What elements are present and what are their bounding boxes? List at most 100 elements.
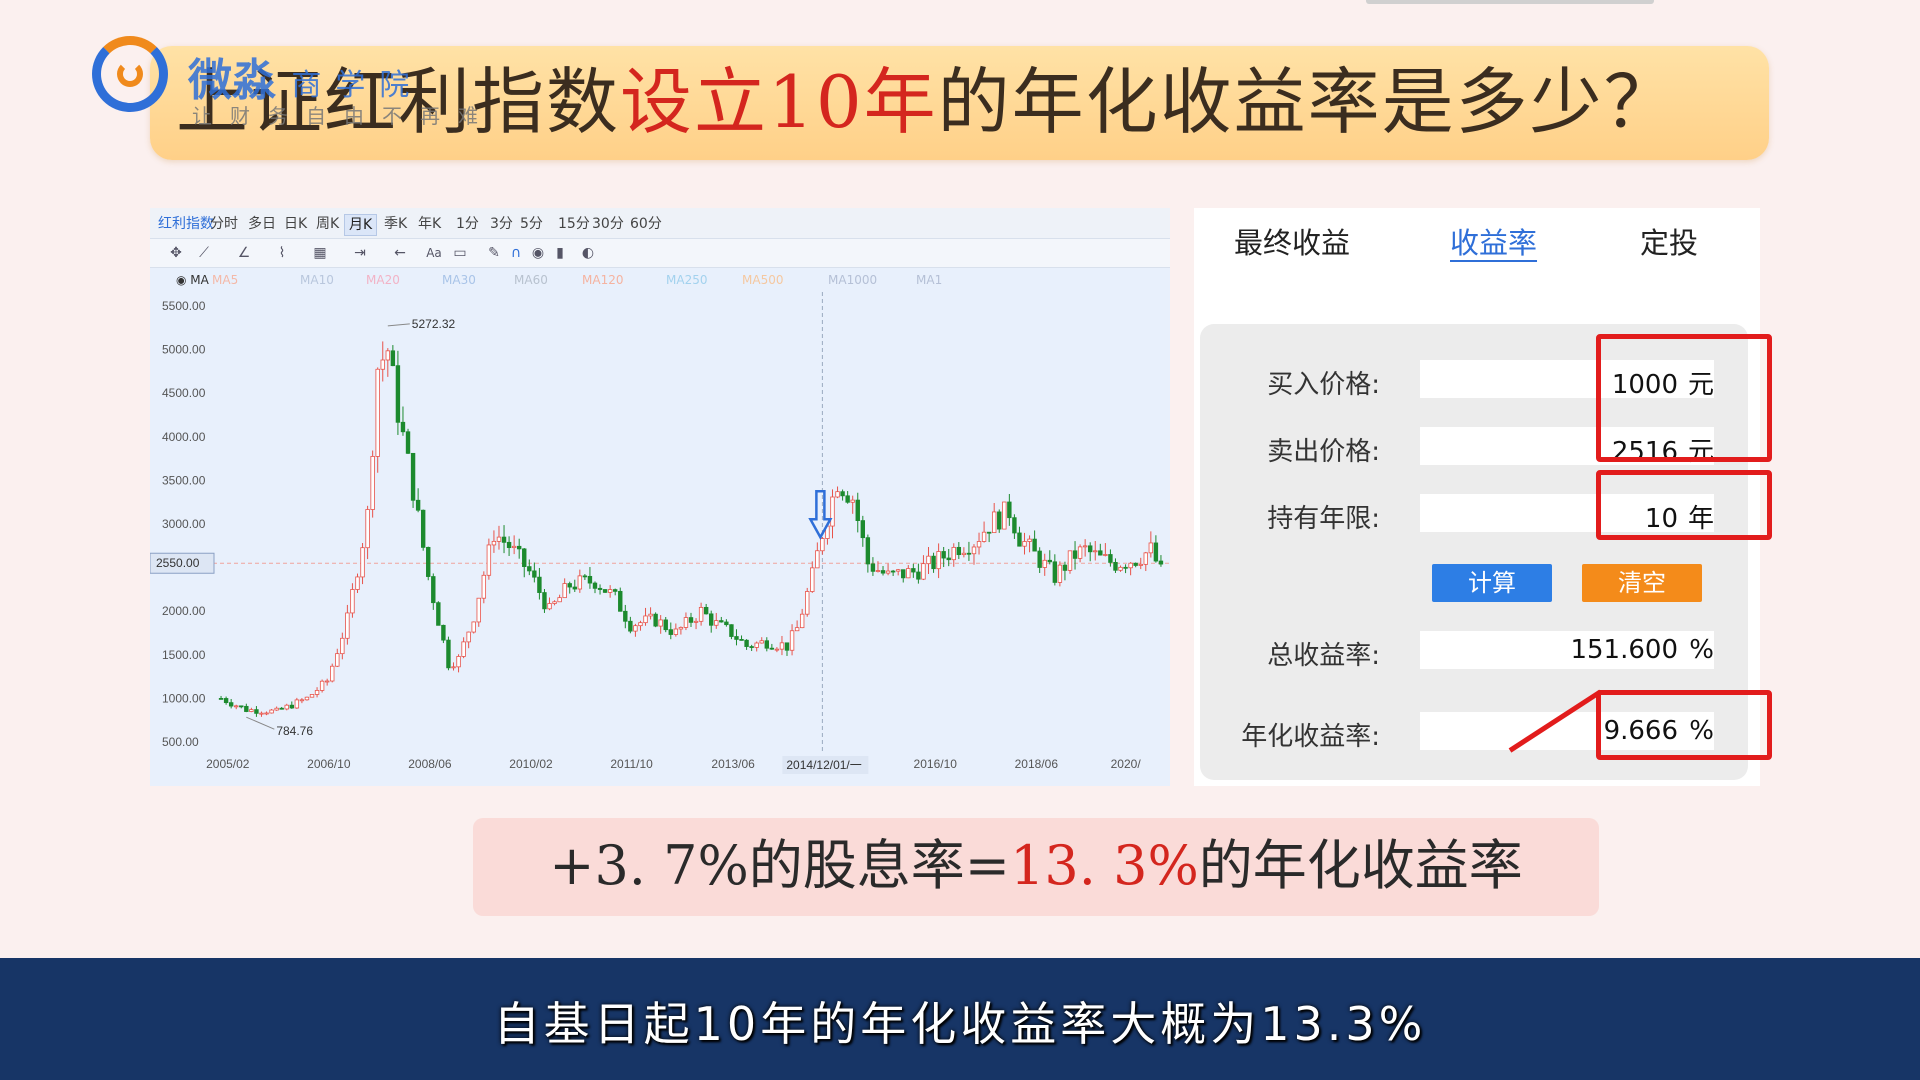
candle-body xyxy=(1007,501,1012,519)
period-tab[interactable]: 月K xyxy=(344,214,378,236)
candle-body xyxy=(658,619,663,627)
candle-body xyxy=(461,641,466,657)
x-tick-label: 2011/10 xyxy=(610,757,653,771)
candle-body xyxy=(830,496,835,527)
magnet-icon[interactable]: ∩ xyxy=(510,245,522,261)
candle-body xyxy=(744,639,749,647)
ma-legend-item: MA1000 xyxy=(828,273,878,287)
candle-body xyxy=(648,613,653,617)
period-tabs: 红利指数 分时 多日 日K 周K 月K 季K 年K 1分 3分 5分 15分 30分 60分 xyxy=(150,208,1170,239)
candle-body xyxy=(703,606,709,615)
candle-body xyxy=(577,575,583,590)
period-tab[interactable]: 多日 xyxy=(248,216,276,232)
candle-body xyxy=(850,499,855,503)
candle-body xyxy=(496,536,502,542)
candle-body xyxy=(299,699,305,702)
trash-icon[interactable]: ▮ xyxy=(556,245,564,261)
angle-tool-icon[interactable]: ∠ xyxy=(237,245,251,261)
range-tool-icon[interactable]: ⇥ xyxy=(354,245,366,261)
candle-body xyxy=(1108,554,1113,563)
period-tab[interactable]: 日K xyxy=(284,216,308,232)
comment-icon[interactable]: ▭ xyxy=(453,245,467,261)
candle-body xyxy=(365,509,370,549)
ma-legend-item: MA20 xyxy=(366,273,400,287)
period-tab[interactable]: 季K xyxy=(384,216,408,232)
candle-body xyxy=(476,597,481,623)
candle-body xyxy=(618,590,623,612)
candle-body xyxy=(1042,559,1047,568)
toggle-icon[interactable]: ◐ xyxy=(581,245,595,261)
y-tick-label: 5500.00 xyxy=(162,299,206,313)
candle-body xyxy=(946,557,951,561)
arrow-tool-icon[interactable]: ← xyxy=(394,245,406,261)
arrow-down-icon xyxy=(808,490,833,540)
period-tab[interactable]: 周K xyxy=(316,216,340,232)
candle-body xyxy=(784,642,790,651)
eye-icon[interactable]: ◉ xyxy=(531,245,545,261)
candle-body xyxy=(926,555,931,565)
calculate-button[interactable]: 计算 xyxy=(1432,564,1552,602)
y-tick-label: 3000.00 xyxy=(162,517,206,531)
candle-body xyxy=(1118,566,1123,571)
candle-body xyxy=(754,642,759,648)
clear-button[interactable]: 清空 xyxy=(1582,564,1702,602)
candle-body xyxy=(986,531,992,534)
move-icon[interactable]: ✥ xyxy=(170,245,182,261)
candlestick-chart[interactable]: 5500.00 5000.00 4500.00 4000.00 3500.00 3000.… xyxy=(150,292,1170,786)
pen-icon[interactable]: ✎ xyxy=(488,245,500,261)
title-highlight: 设立10年 xyxy=(620,60,938,144)
candle-body xyxy=(451,666,456,669)
candle-body xyxy=(855,499,860,521)
candle-body xyxy=(223,698,229,704)
candle-body xyxy=(1138,563,1143,566)
subtitle-band: 自基日起10年的年化收益率大概为13.3% xyxy=(0,958,1920,1080)
low-annotation: 784.76 xyxy=(276,724,313,738)
high-annotation: 5272.32 xyxy=(412,317,456,331)
period-tab[interactable]: 5分 xyxy=(520,216,543,232)
candle-body xyxy=(709,613,714,626)
kline-chart-panel: 红利指数 分时 多日 日K 周K 月K 季K 年K 1分 3分 5分 15分 30分 60分 ✥ ⟋ ∠ … xyxy=(150,208,1170,786)
text-tool-icon[interactable]: Aa xyxy=(426,246,442,260)
logo-brand: 微淼 xyxy=(188,55,276,106)
tab-fixed-investment[interactable]: 定投 xyxy=(1640,226,1699,260)
candle-body xyxy=(628,620,633,632)
candle-body xyxy=(486,544,492,576)
period-tab[interactable]: 3分 xyxy=(490,216,513,232)
candle-body xyxy=(527,566,532,572)
buy-price-number: 1000 xyxy=(1611,370,1678,400)
candle-body xyxy=(698,606,704,622)
tab-final-return[interactable]: 最终收益 xyxy=(1234,226,1351,260)
candle-body xyxy=(304,696,310,701)
y-tick-label: 5000.00 xyxy=(162,343,206,357)
years-highlight-box xyxy=(1596,470,1772,540)
wave-tool-icon[interactable]: ⌇ xyxy=(278,245,286,261)
sell-price-label: 卖出价格: xyxy=(1267,437,1380,467)
fib-tool-icon[interactable]: ▦ xyxy=(313,245,327,261)
candle-body xyxy=(572,586,577,590)
period-tab[interactable]: 红利指数 xyxy=(158,216,214,232)
holding-years-input[interactable] xyxy=(1420,494,1714,532)
period-tab[interactable]: 1分 xyxy=(456,216,479,232)
period-tab[interactable]: 60分 xyxy=(630,216,662,232)
candle-body xyxy=(683,617,689,628)
candle-body xyxy=(779,642,785,650)
period-tab[interactable]: 年K xyxy=(418,216,442,232)
candle-body xyxy=(916,571,921,580)
candle-body xyxy=(537,576,542,593)
holding-years-row: 持有年限: 10 年 xyxy=(1200,492,1748,536)
period-tab[interactable]: 分时 xyxy=(210,216,238,232)
candle-body xyxy=(395,365,401,423)
candle-body xyxy=(1067,550,1073,571)
candle-body xyxy=(456,656,461,668)
candle-body xyxy=(633,625,638,632)
holding-years-unit: 年 xyxy=(1687,504,1714,534)
candle-body xyxy=(426,546,431,577)
period-tab[interactable]: 15分 xyxy=(558,216,590,232)
y-tick-label: 500.00 xyxy=(162,735,199,749)
candle-body xyxy=(466,631,471,643)
candle-body xyxy=(547,603,552,610)
line-tool-icon[interactable]: ⟋ xyxy=(199,245,209,261)
period-tab[interactable]: 30分 xyxy=(592,216,624,232)
buy-price-input[interactable] xyxy=(1420,360,1714,398)
tab-return-rate[interactable]: 收益率 xyxy=(1450,226,1538,260)
